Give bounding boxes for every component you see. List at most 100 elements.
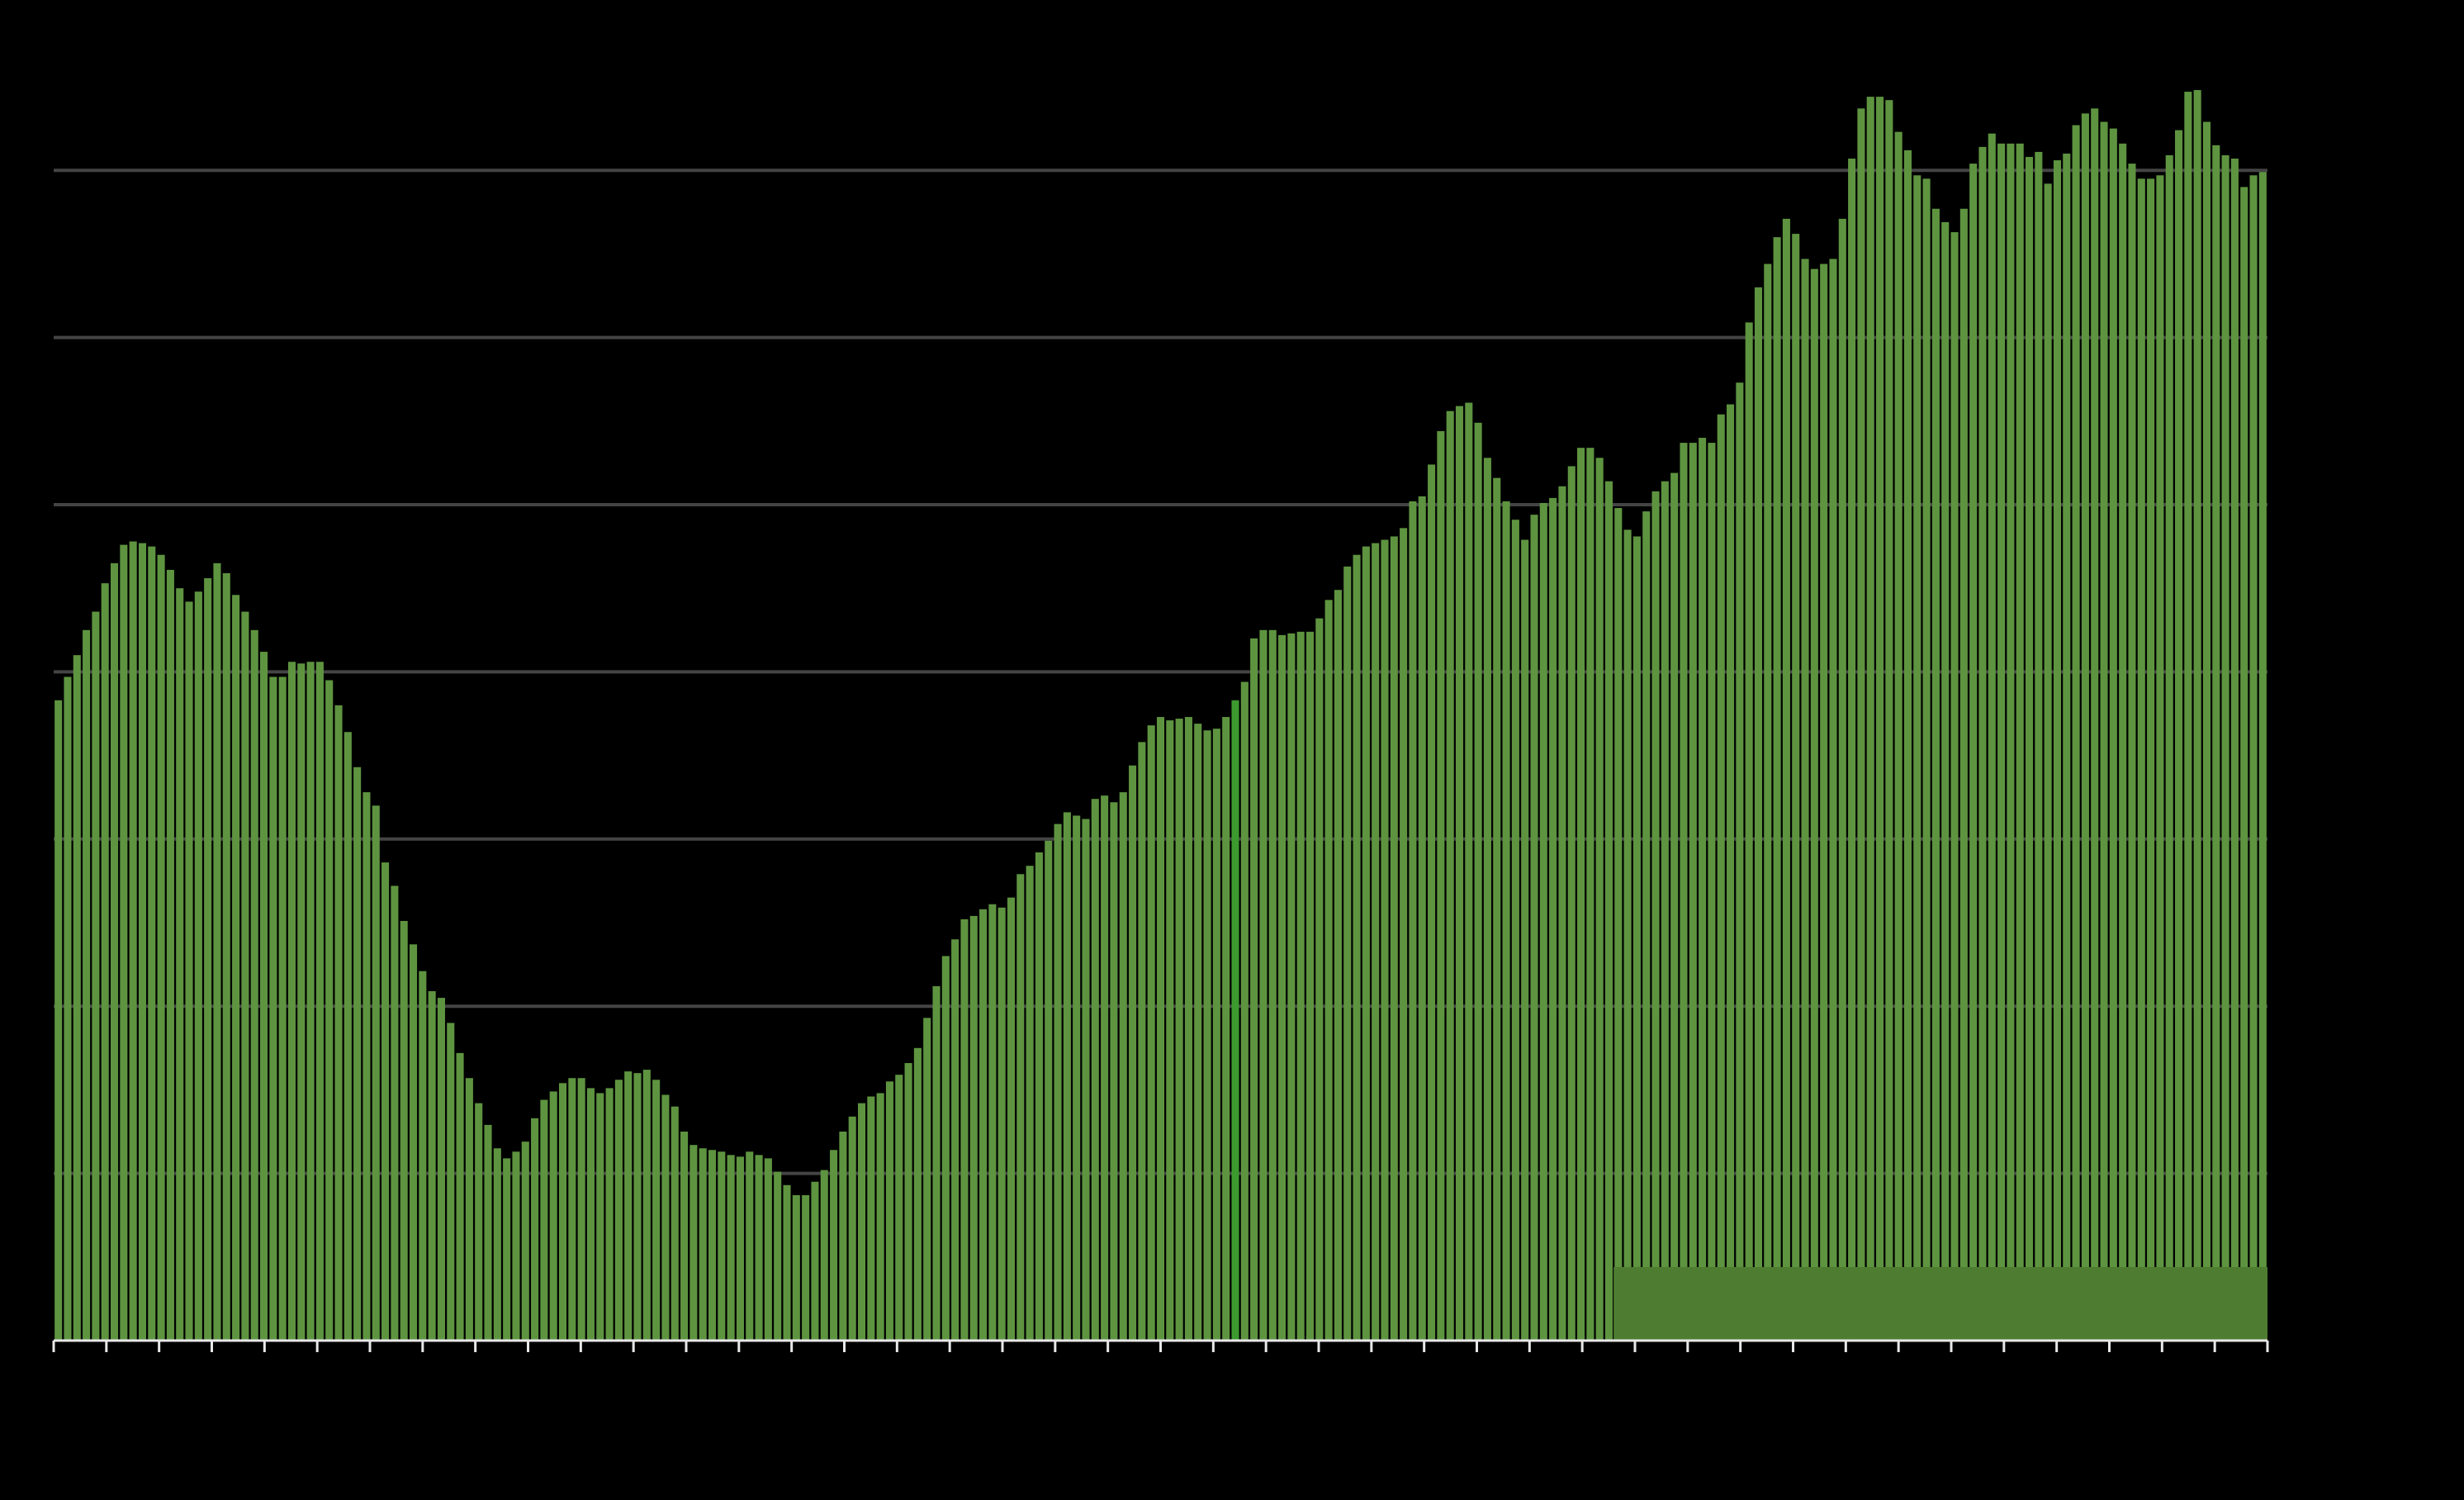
bar — [1810, 268, 1818, 1341]
bar — [764, 1158, 772, 1341]
bar — [1623, 529, 1632, 1341]
bar — [941, 956, 950, 1341]
bar — [428, 990, 436, 1341]
bar — [1493, 477, 1501, 1341]
bar — [746, 1151, 754, 1341]
bar — [1418, 496, 1426, 1341]
bar — [2063, 153, 2071, 1341]
bar — [2035, 151, 2043, 1341]
bar — [1016, 874, 1025, 1341]
bar — [2230, 159, 2239, 1341]
bar — [1343, 566, 1352, 1341]
bar — [792, 1194, 800, 1341]
bar — [1670, 472, 1679, 1341]
bar — [185, 601, 193, 1341]
bar — [1969, 164, 1978, 1341]
bar — [811, 1181, 819, 1341]
bar — [1577, 448, 1585, 1341]
bar — [1903, 150, 1912, 1341]
bar — [73, 655, 81, 1341]
bar — [1604, 481, 1613, 1341]
bar — [783, 1184, 791, 1341]
bar — [1296, 631, 1305, 1341]
bar — [1792, 234, 1800, 1341]
bar — [633, 1073, 642, 1341]
bar — [400, 920, 408, 1341]
bar — [774, 1171, 782, 1341]
bar — [830, 1150, 838, 1341]
bar — [549, 1091, 557, 1341]
bar — [1838, 218, 1846, 1341]
bar — [867, 1096, 875, 1341]
bar — [1045, 840, 1053, 1341]
bar — [1950, 232, 1959, 1341]
bar — [736, 1156, 744, 1341]
bar — [932, 985, 941, 1341]
bar — [1539, 502, 1547, 1341]
bar — [969, 915, 978, 1341]
bar — [1530, 515, 1538, 1341]
bar — [605, 1088, 614, 1341]
bar — [1268, 629, 1277, 1341]
bar — [2147, 178, 2155, 1341]
bar — [64, 676, 72, 1341]
bar — [437, 998, 445, 1341]
bar — [1727, 404, 1735, 1341]
bar — [521, 1142, 529, 1341]
bar — [456, 1052, 464, 1341]
bar — [138, 543, 146, 1341]
bar — [1437, 430, 1445, 1341]
bars — [54, 90, 2267, 1341]
bar — [409, 944, 418, 1341]
bar — [1558, 486, 1566, 1341]
bar — [1680, 443, 1688, 1341]
bar — [111, 562, 119, 1341]
bar — [923, 1018, 931, 1341]
bar — [1278, 634, 1286, 1341]
bar — [2221, 154, 2229, 1341]
bar — [1222, 717, 1230, 1341]
bar — [1400, 528, 1408, 1341]
bar — [1446, 411, 1454, 1341]
bar — [1334, 590, 1342, 1341]
bar — [577, 1078, 585, 1341]
bar — [1754, 287, 1763, 1341]
bar — [540, 1099, 548, 1341]
bar — [1773, 237, 1781, 1341]
bar — [699, 1148, 707, 1341]
bar — [1848, 159, 1856, 1341]
bar — [1595, 458, 1604, 1341]
bar — [755, 1155, 763, 1341]
bar — [2016, 143, 2024, 1341]
bar — [2175, 130, 2183, 1341]
bar — [232, 595, 240, 1341]
bar — [1101, 795, 1109, 1341]
bar — [465, 1078, 473, 1341]
bar — [484, 1124, 492, 1341]
bar — [1745, 322, 1753, 1341]
bar — [614, 1080, 623, 1341]
bar — [2128, 164, 2136, 1341]
bar — [391, 885, 399, 1341]
bar — [1324, 600, 1333, 1341]
bar — [1305, 631, 1315, 1341]
bar — [718, 1151, 726, 1341]
bar — [1736, 382, 1744, 1341]
bar — [997, 907, 1006, 1341]
bar — [586, 1088, 595, 1341]
bar — [1717, 414, 1725, 1341]
bar — [802, 1194, 810, 1341]
bar — [1764, 263, 1772, 1341]
bar — [2026, 157, 2034, 1341]
bar — [1651, 491, 1660, 1341]
bar — [287, 662, 296, 1341]
bar — [1353, 554, 1361, 1341]
bar — [1632, 536, 1641, 1341]
bar — [1801, 259, 1809, 1341]
bar — [83, 629, 91, 1341]
bar — [1913, 175, 1921, 1341]
bar — [596, 1093, 604, 1341]
bar — [2193, 90, 2201, 1341]
bar — [1997, 143, 2006, 1341]
bar — [1586, 448, 1594, 1341]
